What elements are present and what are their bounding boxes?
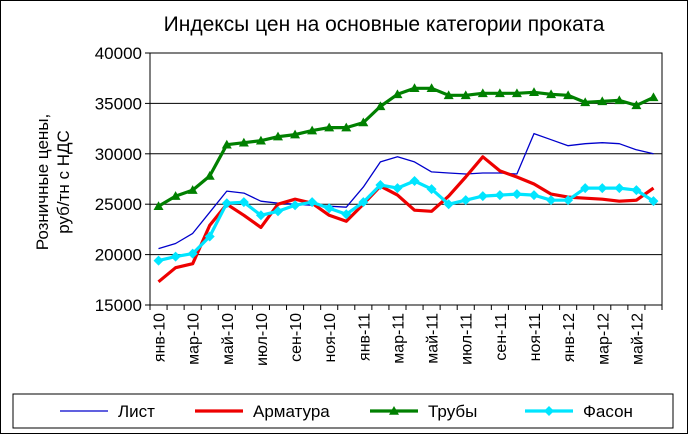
data-point [511, 88, 522, 98]
data-point [563, 90, 574, 100]
plot-area [149, 52, 663, 306]
data-point [170, 251, 181, 262]
x-tick-label: май-10 [220, 313, 237, 365]
x-tick-label: ноя-10 [322, 313, 339, 363]
x-tick-label: сен-11 [493, 313, 510, 361]
data-point [341, 122, 352, 132]
data-point [426, 83, 437, 93]
data-point [307, 125, 318, 135]
data-point [187, 185, 198, 194]
x-tick-label: мар-11 [390, 313, 407, 364]
data-point [238, 137, 249, 147]
data-point [409, 83, 420, 93]
data-point [307, 197, 318, 208]
data-point [221, 139, 232, 149]
legend-marker [544, 406, 554, 416]
data-point [648, 196, 659, 207]
data-point [648, 92, 659, 102]
data-point [494, 190, 505, 201]
data-point [546, 195, 557, 206]
data-point [477, 88, 488, 98]
x-tick-label: июл-11 [459, 313, 476, 365]
data-point [324, 203, 335, 214]
legend-items: Лист Арматура Трубы Фасон [60, 402, 633, 421]
data-point [204, 231, 215, 242]
data-point [290, 200, 301, 211]
data-point [392, 89, 403, 99]
data-point [477, 191, 488, 202]
data-point [238, 197, 249, 208]
x-tick-label: май-11 [425, 313, 442, 364]
x-tick-label: янв-10 [152, 313, 169, 362]
x-tick-label: май-12 [629, 313, 646, 365]
y-tick-label: 15000 [95, 296, 142, 315]
data-point [324, 122, 335, 132]
data-point [358, 197, 369, 208]
legend-label: Лист [118, 402, 155, 421]
legend-marker [389, 406, 399, 415]
x-tick-label: ноя-11 [527, 313, 544, 361]
data-point [529, 87, 539, 97]
data-point [614, 95, 625, 105]
data-point [460, 195, 471, 206]
data-point [221, 198, 232, 209]
y-tick-label: 35000 [95, 94, 142, 113]
y-tick-label: 25000 [95, 195, 142, 214]
legend [12, 393, 674, 429]
data-point [409, 176, 420, 187]
x-tick-label: мар-12 [595, 313, 612, 365]
data-point [614, 183, 625, 194]
x-tick-label: сен-10 [288, 313, 305, 362]
data-point [631, 185, 642, 196]
data-point [494, 88, 505, 98]
y-axis-label-line2: руб/тн с НДС [54, 130, 73, 234]
legend-label: Фасон [583, 402, 633, 421]
chart-title: Индексы цен на основные категории прокат… [164, 13, 605, 36]
legend-label: Трубы [428, 402, 477, 421]
x-tick-label: мар-10 [186, 313, 203, 365]
data-point [187, 248, 198, 259]
y-axis-label: Розничные цены, руб/тн с НДС [33, 114, 73, 251]
data-point [529, 190, 539, 201]
data-point [511, 189, 522, 200]
data-point [255, 135, 266, 145]
data-point [170, 191, 181, 200]
data-point [563, 195, 574, 206]
data-point [597, 183, 608, 194]
data-point [631, 100, 642, 110]
y-tick-label: 30000 [95, 145, 142, 164]
x-tick-label: янв-11 [356, 313, 373, 361]
data-point [443, 199, 454, 210]
y-axis-label-line1: Розничные цены, [33, 114, 52, 251]
x-tick-label: янв-12 [561, 313, 578, 362]
series-line-0 [158, 132, 654, 250]
series-markers [153, 83, 659, 266]
data-point [546, 89, 557, 99]
data-point [375, 101, 386, 111]
data-point [153, 255, 164, 266]
data-point [460, 90, 471, 100]
data-point [341, 209, 352, 220]
data-point [273, 131, 283, 141]
data-point [443, 90, 454, 100]
data-point [597, 96, 608, 106]
data-point [580, 183, 591, 194]
y-tick-label: 40000 [95, 44, 142, 63]
data-point [153, 201, 164, 210]
data-point [255, 210, 266, 221]
data-point [375, 180, 386, 191]
x-axis: янв-10 мар-10 май-10 июл-10 сен-10 ноя-10 янв-… [149, 305, 663, 366]
data-point [358, 117, 369, 127]
data-point [273, 206, 283, 217]
y-tick-label: 20000 [95, 246, 142, 265]
x-tick-label: июл-10 [254, 313, 271, 366]
legend-label: Арматура [253, 402, 330, 421]
data-point [426, 184, 437, 195]
y-axis: 15000 20000 25000 30000 35000 40000 [95, 44, 150, 315]
data-point [580, 97, 591, 107]
data-point [204, 170, 215, 180]
data-point [290, 129, 301, 139]
data-point [392, 183, 403, 194]
